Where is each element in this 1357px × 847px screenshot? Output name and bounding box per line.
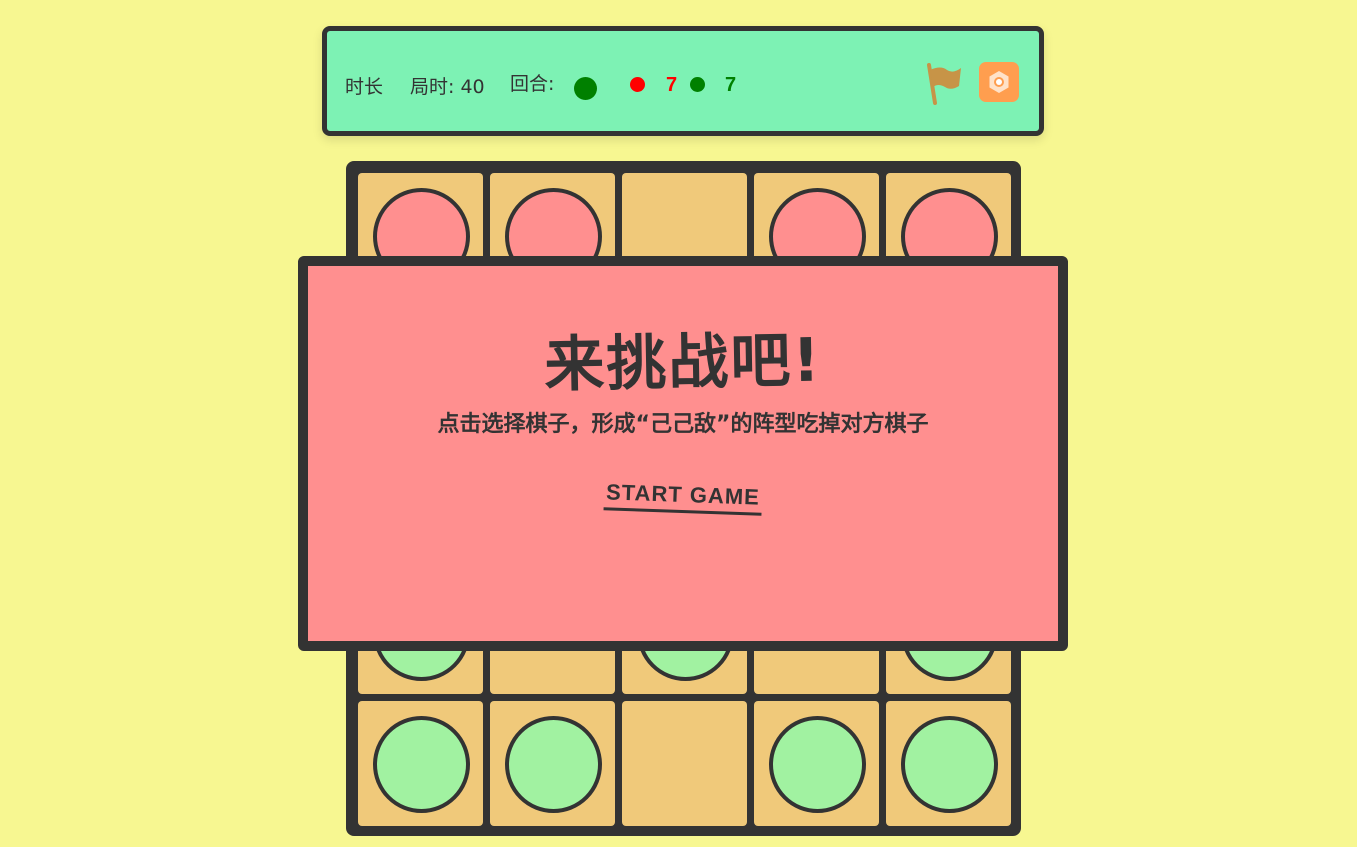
settings-button[interactable] (979, 62, 1019, 102)
start-game-label: START GAME (603, 479, 763, 516)
green-piece[interactable] (901, 716, 998, 813)
flag-icon[interactable] (923, 61, 965, 107)
board-cell[interactable] (622, 701, 747, 826)
duration-label: 时长 (345, 76, 384, 98)
board-cell[interactable] (490, 701, 615, 826)
green-piece[interactable] (373, 716, 470, 813)
turn-indicator-dot (574, 77, 597, 100)
start-overlay: 来挑战吧! 点击选择棋子，形成“己己敌”的阵型吃掉对方棋子 START GAME (298, 256, 1068, 651)
turn-label: 回合: (510, 73, 555, 95)
board-cell[interactable] (754, 701, 879, 826)
overlay-title: 来挑战吧! (543, 325, 823, 401)
green-piece[interactable] (505, 716, 602, 813)
board-cell[interactable] (886, 701, 1011, 826)
red-score: 7 (666, 74, 678, 96)
overlay-subtitle: 点击选择棋子，形成“己己敌”的阵型吃掉对方棋子 (437, 412, 929, 437)
settings-icon (989, 71, 1009, 93)
start-game-button[interactable]: START GAME (308, 479, 1058, 516)
round-time-label: 局时: 40 (410, 76, 485, 98)
green-piece[interactable] (769, 716, 866, 813)
board-cell[interactable] (358, 701, 483, 826)
red-player-dot (630, 77, 645, 92)
green-player-dot (690, 77, 705, 92)
green-score: 7 (725, 74, 737, 96)
top-status-bar: 时长 局时: 40 回合: 7 7 (322, 26, 1044, 136)
